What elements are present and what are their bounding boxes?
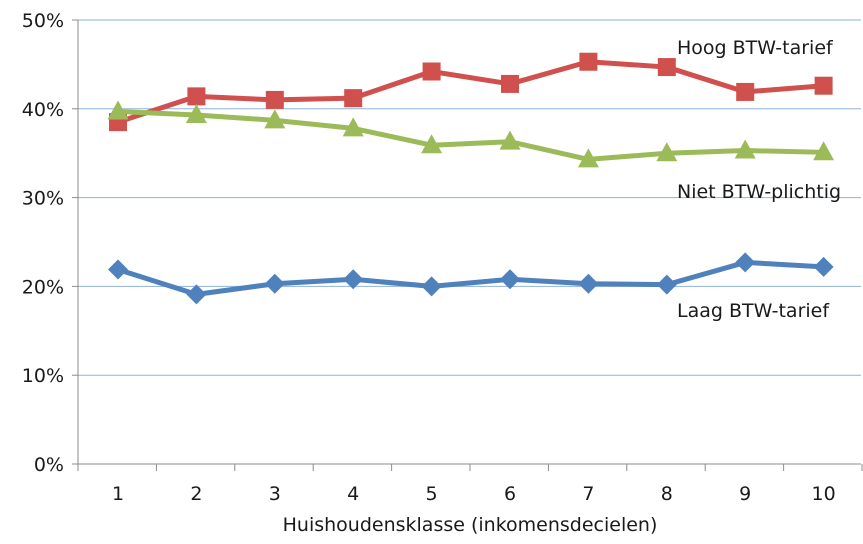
data-point-triangle: [264, 109, 286, 129]
data-point-square: [657, 58, 676, 77]
gridlines: [78, 19, 861, 376]
data-point-triangle: [656, 142, 678, 162]
data-point-diamond: [656, 274, 677, 295]
data-point-diamond: [264, 273, 285, 294]
data-point-square: [422, 62, 441, 81]
x-tick-label: 4: [347, 483, 359, 505]
data-point-triangle: [342, 117, 364, 137]
series-line: [115, 59, 827, 125]
y-tick-label: 0%: [34, 454, 64, 476]
y-tick-label: 30%: [22, 188, 64, 210]
series-line: [115, 259, 827, 297]
x-tick-label: 10: [812, 483, 836, 505]
data-point-square: [501, 74, 519, 93]
data-point-diamond: [186, 284, 207, 305]
y-tick-label: 40%: [22, 99, 64, 121]
data-point-triangle: [499, 130, 521, 150]
data-point-square: [187, 87, 206, 106]
x-tick-label: 8: [661, 483, 673, 505]
data-point-diamond: [421, 276, 442, 297]
x-tick-label: 2: [190, 483, 202, 505]
data-point-diamond: [343, 269, 364, 290]
series-group: [109, 52, 833, 132]
data-point-square: [344, 89, 363, 108]
series-label: Hoog BTW-tarief: [677, 37, 834, 59]
data-point-diamond: [813, 256, 834, 277]
x-tick-label: 6: [504, 483, 516, 505]
data-point-triangle: [107, 100, 129, 120]
y-tick-label: 20%: [22, 276, 64, 298]
data-point-diamond: [108, 259, 128, 280]
x-tick-label: 7: [582, 483, 594, 505]
data-point-triangle: [577, 148, 599, 168]
series-label: Laag BTW-tarief: [677, 300, 830, 322]
data-point-triangle: [185, 104, 207, 124]
data-point-triangle: [813, 141, 835, 161]
data-point-square: [265, 90, 284, 109]
data-point-triangle: [421, 134, 443, 154]
x-tick-label: 9: [739, 483, 751, 505]
x-tick-label: 1: [112, 483, 124, 505]
series-line: [115, 108, 827, 162]
y-tick-label: 50%: [22, 10, 64, 32]
x-axis-title: Huishoudensklasse (inkomensdecielen): [283, 514, 658, 536]
data-point-diamond: [500, 269, 520, 290]
data-point-square: [814, 76, 833, 95]
axes: 0% 10% 20% 30% 40% 50% 1 2 3 4 5 6 7 8 9 10: [22, 10, 863, 505]
y-tick-label: 10%: [22, 365, 64, 387]
data-point-triangle: [734, 139, 756, 159]
x-tick-label: 5: [426, 483, 438, 505]
x-tick-label: 3: [269, 483, 281, 505]
series-lines: [107, 52, 835, 305]
data-point-diamond: [578, 273, 599, 294]
series-group: [107, 100, 835, 168]
data-point-diamond: [735, 252, 756, 273]
data-point-square: [579, 52, 598, 71]
data-point-square: [736, 82, 755, 101]
series-label: Niet BTW-plichtig: [677, 181, 841, 203]
series-group: [108, 252, 834, 305]
series-labels: Hoog BTW-tarief Niet BTW-plichtig Laag BTW…: [677, 37, 841, 322]
